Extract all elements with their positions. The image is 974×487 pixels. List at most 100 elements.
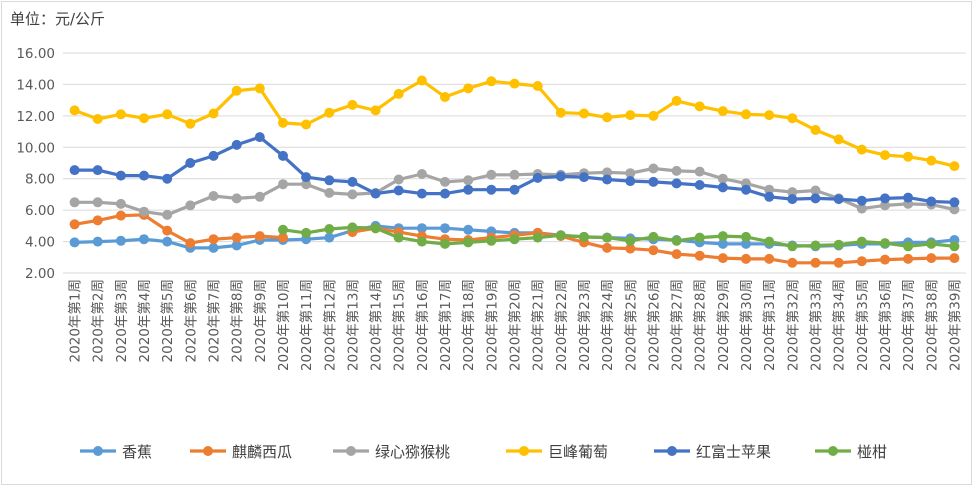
x-tick-label: 2020年第19周 — [483, 279, 500, 371]
data-point — [254, 191, 265, 202]
data-point — [880, 238, 890, 249]
data-point — [69, 165, 80, 176]
data-point — [69, 237, 80, 248]
data-point — [602, 174, 613, 185]
x-tick-label: 2020年第32周 — [784, 279, 801, 371]
data-point — [486, 169, 497, 180]
x-tick-label: 2020年第6周 — [182, 279, 199, 362]
data-point — [625, 110, 636, 121]
data-point — [92, 215, 103, 226]
data-point — [69, 105, 80, 116]
x-tick-label: 2020年第26周 — [645, 279, 662, 371]
data-point — [278, 224, 288, 235]
data-point — [440, 188, 450, 199]
data-point — [717, 173, 728, 184]
data-point — [231, 85, 242, 96]
data-point — [463, 237, 474, 248]
data-point — [301, 172, 312, 183]
y-tick-label: 14.00 — [16, 77, 55, 93]
x-tick-label: 2020年第16周 — [414, 279, 431, 371]
data-point — [301, 119, 312, 130]
data-point — [208, 234, 219, 245]
x-tick-label: 2020年第24周 — [599, 279, 616, 371]
x-tick-label: 2020年第14周 — [368, 279, 385, 371]
series-group — [278, 222, 960, 252]
data-point — [717, 106, 728, 117]
data-point — [162, 109, 173, 120]
x-tick-label: 2020年第39周 — [946, 279, 963, 371]
data-point — [185, 118, 196, 129]
data-point — [162, 225, 173, 236]
data-point — [231, 240, 242, 251]
data-point — [694, 101, 705, 112]
legend-marker — [203, 446, 213, 456]
data-point — [787, 241, 798, 252]
unit-label: 单位：元/公斤 — [10, 10, 106, 28]
data-point — [185, 200, 196, 211]
data-point — [579, 172, 589, 183]
data-point — [440, 92, 450, 102]
data-point — [810, 185, 821, 196]
data-point — [347, 99, 358, 110]
data-point — [648, 245, 659, 256]
legend-item: 麒麟西瓜 — [190, 443, 292, 461]
data-point — [555, 230, 566, 241]
data-point — [162, 236, 173, 247]
series-line — [72, 78, 957, 168]
data-point — [92, 197, 103, 208]
data-point — [532, 81, 543, 91]
data-point — [648, 231, 659, 242]
data-point — [324, 107, 335, 118]
data-point — [254, 132, 265, 143]
data-point — [926, 238, 937, 249]
data-point — [532, 172, 543, 183]
data-point — [880, 200, 890, 211]
data-point — [115, 170, 126, 181]
data-point — [926, 253, 937, 264]
legend-marker — [519, 446, 529, 456]
data-point — [787, 257, 798, 268]
data-point — [370, 188, 381, 199]
legend: 香蕉 麒麟西瓜 绿心猕猴桃 巨峰葡萄 红富士苹果 椪柑 — [80, 443, 887, 461]
y-tick-label: 8.00 — [25, 172, 55, 188]
data-point — [741, 238, 751, 249]
data-point — [833, 257, 844, 268]
legend-marker — [346, 446, 356, 456]
data-point — [92, 236, 103, 247]
data-point — [393, 174, 404, 185]
data-point — [741, 253, 751, 264]
series-group — [69, 132, 960, 208]
data-point — [741, 184, 751, 195]
data-point — [648, 163, 659, 174]
data-point — [139, 206, 149, 217]
series-line — [72, 213, 285, 245]
data-point — [532, 232, 543, 243]
data-point — [602, 232, 613, 243]
data-point — [486, 235, 497, 246]
data-point — [694, 166, 705, 177]
data-point — [717, 253, 728, 264]
x-tick-label: 2020年第5周 — [159, 279, 176, 362]
data-point — [92, 165, 103, 176]
data-point — [162, 173, 173, 184]
data-point — [486, 76, 497, 87]
legend-marker — [828, 446, 838, 456]
series-group — [69, 75, 960, 172]
data-point — [278, 117, 288, 128]
data-point — [694, 232, 705, 243]
data-point — [833, 239, 844, 250]
data-point — [278, 150, 288, 161]
data-point — [694, 250, 705, 261]
data-point — [509, 78, 520, 89]
data-point — [463, 224, 474, 235]
x-tick-label: 2020年第22周 — [553, 279, 570, 371]
data-point — [764, 184, 775, 195]
y-axis-ticks: 2.00 4.00 6.00 8.00 10.00 12.00 14.00 16.00 — [16, 46, 55, 282]
series-lines — [69, 75, 960, 268]
y-tick-label: 12.00 — [16, 109, 55, 125]
data-point — [856, 144, 867, 155]
y-tick-label: 6.00 — [25, 203, 55, 219]
data-point — [254, 83, 265, 94]
data-point — [69, 219, 80, 230]
